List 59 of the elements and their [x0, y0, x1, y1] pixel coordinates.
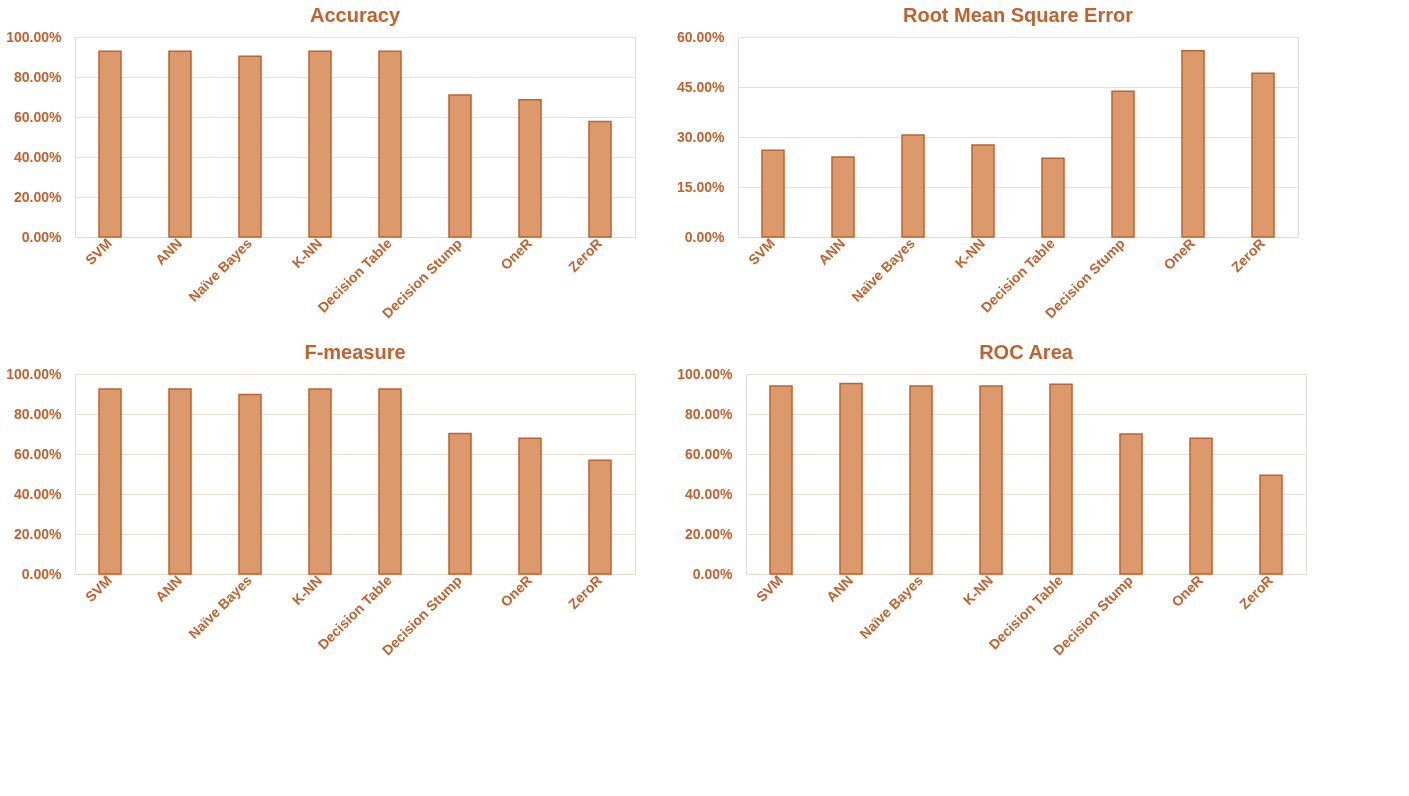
y-tick-label: 40.00% [14, 148, 63, 165]
y-tick-label: 15.00% [677, 178, 726, 195]
bar [1259, 474, 1283, 575]
bar [1251, 72, 1275, 238]
y-tick-label: 60.00% [14, 108, 63, 125]
y-tick-label: 60.00% [677, 28, 726, 45]
y-tick-label: 80.00% [14, 405, 63, 422]
bar [1041, 157, 1065, 238]
bar [308, 50, 332, 238]
bar [909, 385, 933, 575]
chart-title: F-measure [304, 341, 406, 363]
bar [588, 120, 612, 238]
y-tick-label: 80.00% [14, 68, 63, 85]
bar [308, 388, 332, 575]
chart-title: Root Mean Square Error [902, 4, 1134, 26]
bar [378, 388, 402, 575]
chart-title: Accuracy [309, 4, 401, 26]
y-tick-label: 100.00% [6, 365, 63, 382]
bar [1189, 437, 1213, 575]
bar [588, 459, 612, 575]
y-tick-label: 60.00% [14, 445, 63, 462]
y-tick-label: 20.00% [14, 525, 63, 542]
bar [1111, 90, 1135, 238]
bar [448, 432, 472, 575]
bar [1049, 383, 1073, 575]
bar [378, 50, 402, 238]
chart-title: ROC Area [979, 341, 1074, 363]
bar [238, 393, 262, 575]
bar [448, 94, 472, 238]
bar [979, 385, 1003, 575]
bar [1181, 49, 1205, 238]
bar [971, 144, 995, 238]
bar [761, 149, 785, 238]
y-tick-label: 0.00% [21, 565, 63, 582]
bar [168, 50, 192, 238]
bar [518, 99, 542, 238]
y-tick-label: 80.00% [685, 405, 734, 422]
y-tick-label: 40.00% [685, 485, 734, 502]
bar [98, 50, 122, 238]
bar [518, 437, 542, 575]
y-tick-label: 100.00% [677, 365, 734, 382]
bar [98, 388, 122, 575]
y-tick-label: 20.00% [685, 525, 734, 542]
y-tick-label: 0.00% [684, 228, 726, 245]
y-tick-label: 30.00% [677, 128, 726, 145]
bar [769, 385, 793, 575]
bar [238, 55, 262, 238]
y-tick-label: 45.00% [677, 78, 726, 95]
y-tick-label: 40.00% [14, 485, 63, 502]
bar [839, 382, 863, 575]
y-tick-label: 20.00% [14, 188, 63, 205]
y-tick-label: 60.00% [685, 445, 734, 462]
bar [831, 156, 855, 238]
y-tick-label: 0.00% [692, 565, 734, 582]
bar [901, 134, 925, 238]
bar [1119, 433, 1143, 575]
bar [168, 388, 192, 575]
y-tick-label: 100.00% [6, 28, 63, 45]
y-tick-label: 0.00% [21, 228, 63, 245]
